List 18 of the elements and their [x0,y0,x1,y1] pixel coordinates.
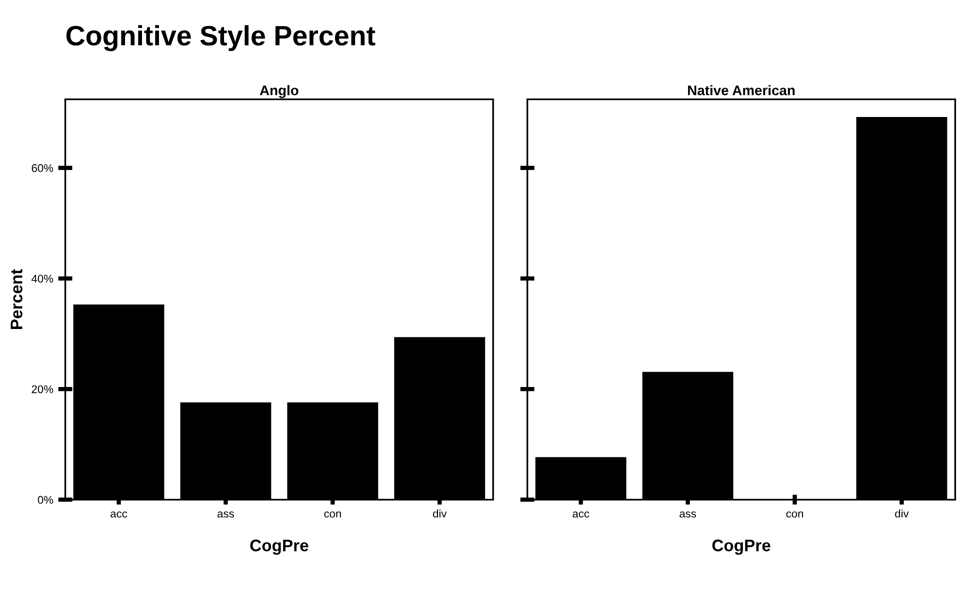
x-axis-title: CogPre [250,540,308,555]
y-tick-label: 40% [31,274,54,283]
x-tick-label: con [786,511,803,518]
y-tick-label: 0% [38,496,54,504]
y-axis-title: Percent [10,269,22,329]
chart-title: Anglo [260,85,298,98]
x-tick-label: div [433,509,447,518]
x-tick-label: acc [110,511,128,518]
x-tick-label: con [324,511,341,518]
y-tick-label: 60% [32,164,54,172]
text: Cognitive Style Percent [66,25,376,52]
x-tick-label: div [895,509,909,518]
chart-title: Native American [688,85,795,96]
x-tick-label: ass [218,511,234,518]
x-axis-title: CogPre [712,540,770,555]
y-tick-label: 20% [32,385,54,394]
x-tick-label: acc [572,511,590,518]
x-tick-label: ass [680,511,696,518]
